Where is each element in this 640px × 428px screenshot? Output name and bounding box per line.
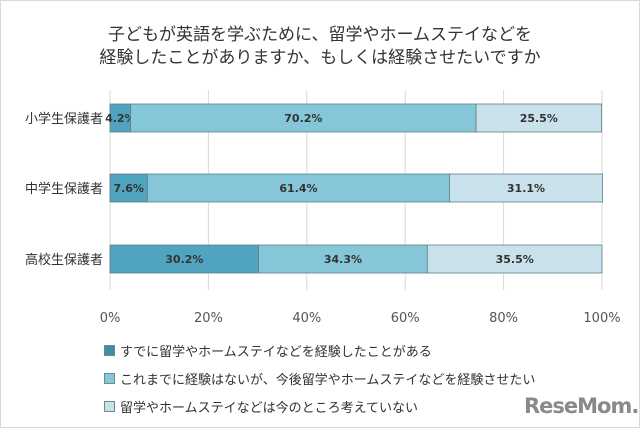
legend-swatch [104, 373, 115, 384]
legend-item-not-considering: 留学やホームステイなどは今のところ考えていない [104, 397, 418, 416]
bar-segment [109, 244, 259, 274]
legend-swatch [104, 401, 115, 412]
data-label: 7.6% [113, 182, 144, 195]
data-label: 35.5% [496, 253, 534, 266]
category-label: 小学生保護者 [25, 111, 103, 127]
data-label: 61.4% [279, 182, 317, 195]
bar-segment [109, 173, 148, 203]
bar-segment [449, 173, 603, 203]
legend-label: これまでに経験はないが、今後留学やホームステイなどを経験させたい [120, 373, 536, 388]
x-tick-label: 100% [583, 311, 620, 326]
x-tick-label: 20% [194, 311, 223, 326]
chart-title-line-2: 経験したことがありますか、もしくは経験させたいですか [99, 48, 541, 68]
bar-segment [475, 103, 602, 133]
category-label: 中学生保護者 [25, 181, 103, 197]
x-tick-label: 60% [391, 311, 420, 326]
data-label: 30.2% [165, 253, 203, 266]
x-tick-label: 40% [292, 311, 321, 326]
legend-label: 留学やホームステイなどは今のところ考えていない [120, 401, 418, 416]
resemom-logo: ReseMom. [524, 394, 639, 418]
legend-item-want-to: これまでに経験はないが、今後留学やホームステイなどを経験させたい [104, 369, 535, 388]
data-label: 31.1% [507, 182, 545, 195]
x-tick-label: 0% [100, 311, 121, 326]
data-label: 34.3% [324, 253, 362, 266]
legend-item-experienced: すでに留学やホームステイなどを経験したことがある [104, 341, 432, 360]
legend-label: すでに留学やホームステイなどを経験したことがある [120, 345, 432, 360]
data-label: 70.2% [284, 112, 322, 125]
legend-swatch [104, 345, 115, 356]
bar-segment [130, 103, 477, 133]
category-label: 高校生保護者 [25, 252, 103, 268]
chart-title-line-1: 子どもが英語を学ぶために、留学やホームステイなどを [108, 25, 532, 45]
data-label: 25.5% [520, 112, 558, 125]
bar-segment [426, 244, 603, 274]
bar-segment [146, 173, 450, 203]
x-tick-label: 80% [489, 311, 518, 326]
data-label: 4.2% [105, 112, 136, 125]
